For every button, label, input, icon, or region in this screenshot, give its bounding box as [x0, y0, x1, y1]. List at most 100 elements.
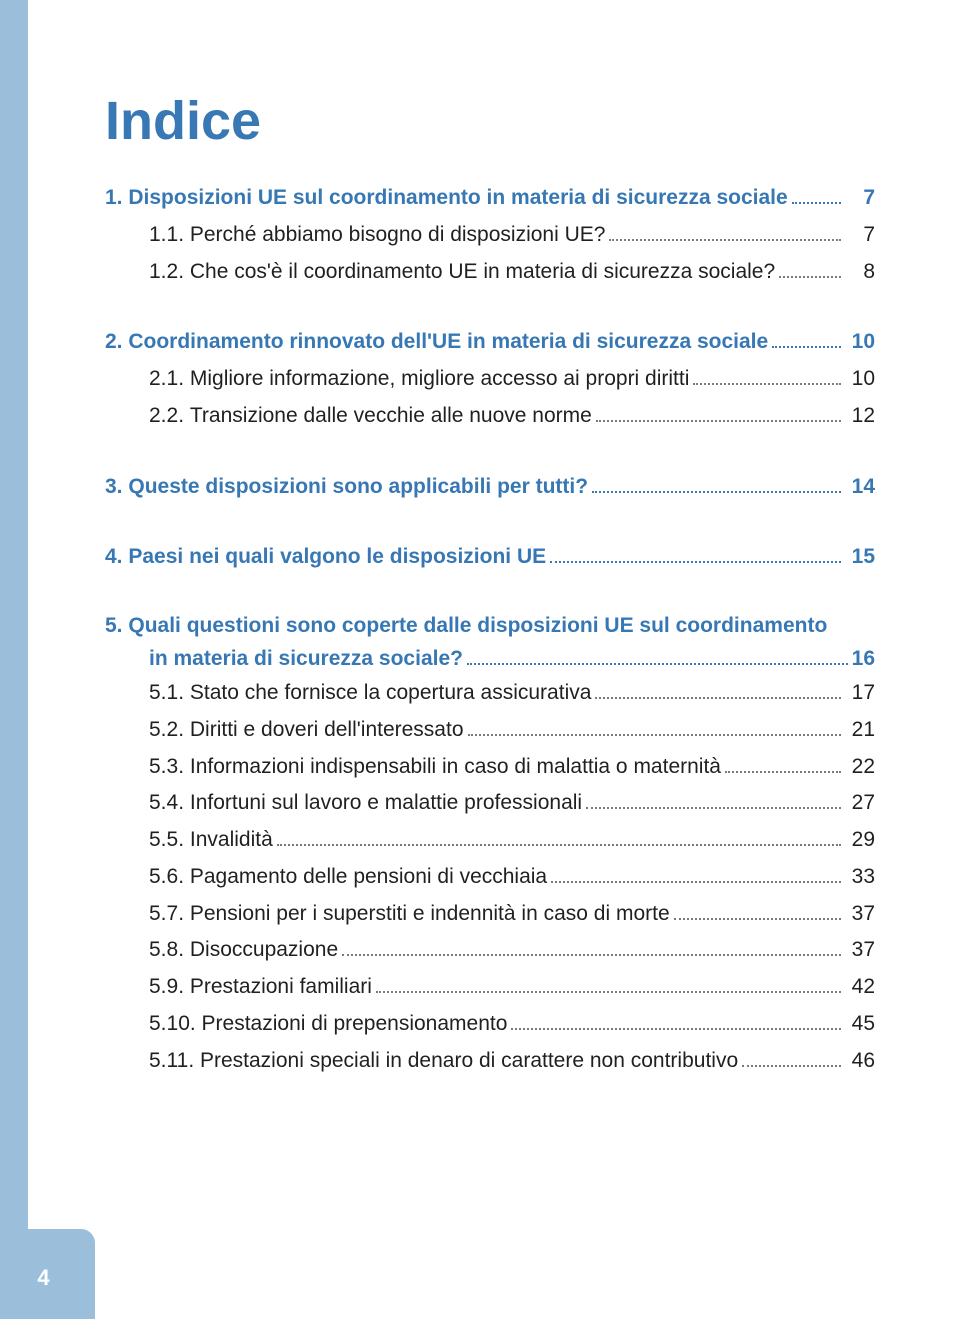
toc-item-page: 37: [845, 932, 875, 969]
toc-item-page: 45: [845, 1006, 875, 1043]
page-title: Indice: [105, 90, 875, 152]
toc-item-number: 5.11.: [149, 1043, 200, 1080]
toc-section: 3. Queste disposizioni sono applicabili …: [105, 469, 875, 506]
sidebar-stripe: [0, 0, 28, 1319]
toc-heading-row[interactable]: 3. Queste disposizioni sono applicabili …: [105, 469, 875, 506]
toc-item-row[interactable]: 2.1. Migliore informazione, migliore acc…: [105, 361, 875, 398]
toc-section: 5. Quali questioni sono coperte dalle di…: [105, 610, 875, 1079]
toc-item-row[interactable]: 5.10. Prestazioni di prepensionamento45: [105, 1006, 875, 1043]
toc-heading-row[interactable]: 5. Quali questioni sono coperte dalle di…: [105, 610, 875, 675]
toc-item-row[interactable]: 5.6. Pagamento delle pensioni di vecchia…: [105, 859, 875, 896]
toc-item-number: 5.7.: [149, 896, 190, 933]
toc-heading-label: Coordinamento rinnovato dell'UE in mater…: [128, 324, 768, 361]
toc-item-label: Stato che fornisce la copertura assicura…: [190, 675, 592, 712]
toc-item-label: Invalidità: [190, 822, 273, 859]
toc-item-number: 5.6.: [149, 859, 190, 896]
toc-item-label: Pagamento delle pensioni di vecchiaia: [190, 859, 547, 896]
toc-item-row[interactable]: 5.3. Informazioni indispensabili in caso…: [105, 749, 875, 786]
page-number-tab: 4: [0, 1229, 95, 1319]
toc-heading-number: 1.: [105, 180, 128, 217]
toc-item-page: 37: [845, 896, 875, 933]
toc-item-page: 27: [845, 785, 875, 822]
toc-leader-dots: [772, 329, 841, 348]
toc-heading-label: Disposizioni UE sul coordinamento in mat…: [128, 180, 787, 217]
toc-leader-dots: [596, 402, 841, 421]
toc-item-row[interactable]: 5.9. Prestazioni familiari42: [105, 969, 875, 1006]
toc-heading-number: 3.: [105, 469, 128, 506]
toc-leader-dots: [725, 753, 841, 772]
toc-item-label: Prestazioni speciali in denaro di caratt…: [200, 1043, 738, 1080]
toc-leader-dots: [693, 366, 841, 385]
toc-item-page: 21: [845, 712, 875, 749]
toc-item-number: 1.2.: [149, 254, 190, 291]
toc-item-page: 33: [845, 859, 875, 896]
toc-item-row[interactable]: 5.7. Pensioni per i superstiti e indenni…: [105, 896, 875, 933]
toc-leader-dots: [792, 185, 841, 204]
toc-leader-dots: [586, 790, 841, 809]
toc-leader-dots: [550, 544, 841, 563]
toc-leader-dots: [674, 900, 841, 919]
toc-heading-label-line2: in materia di sicurezza sociale?: [149, 643, 463, 676]
toc-section: 2. Coordinamento rinnovato dell'UE in ma…: [105, 324, 875, 434]
toc-leader-dots: [551, 864, 841, 883]
content-area: Indice 1. Disposizioni UE sul coordiname…: [105, 90, 875, 1113]
toc-section: 4. Paesi nei quali valgono le disposizio…: [105, 539, 875, 576]
toc-item-page: 22: [845, 749, 875, 786]
toc-item-label: Prestazioni di prepensionamento: [202, 1006, 508, 1043]
toc-item-page: 17: [845, 675, 875, 712]
toc-item-row[interactable]: 5.4. Infortuni sul lavoro e malattie pro…: [105, 785, 875, 822]
toc-item-number: 5.3.: [149, 749, 190, 786]
toc-leader-dots: [511, 1011, 841, 1030]
toc-item-number: 5.2.: [149, 712, 190, 749]
toc-item-label: Infortuni sul lavoro e malattie professi…: [190, 785, 582, 822]
toc-item-page: 8: [845, 254, 875, 291]
toc-leader-dots: [609, 221, 841, 240]
toc-leader-dots: [742, 1047, 841, 1066]
toc-heading-page: 7: [845, 180, 875, 217]
toc-heading-number: 2.: [105, 324, 128, 361]
table-of-contents: 1. Disposizioni UE sul coordinamento in …: [105, 180, 875, 1079]
toc-item-row[interactable]: 5.5. Invalidità29: [105, 822, 875, 859]
toc-item-page: 12: [845, 398, 875, 435]
toc-leader-dots: [468, 717, 841, 736]
toc-item-page: 42: [845, 969, 875, 1006]
toc-item-row[interactable]: 5.1. Stato che fornisce la copertura ass…: [105, 675, 875, 712]
toc-item-label: Che cos'è il coordinamento UE in materia…: [190, 254, 775, 291]
toc-item-label: Diritti e doveri dell'interessato: [190, 712, 464, 749]
toc-item-label: Migliore informazione, migliore accesso …: [190, 361, 690, 398]
toc-heading-row[interactable]: 1. Disposizioni UE sul coordinamento in …: [105, 180, 875, 217]
toc-leader-dots: [376, 974, 841, 993]
toc-item-page: 7: [845, 217, 875, 254]
toc-item-row[interactable]: 5.11. Prestazioni speciali in denaro di …: [105, 1043, 875, 1080]
toc-item-row[interactable]: 1.1. Perché abbiamo bisogno di disposizi…: [105, 217, 875, 254]
toc-item-row[interactable]: 2.2. Transizione dalle vecchie alle nuov…: [105, 398, 875, 435]
toc-item-page: 46: [845, 1043, 875, 1080]
toc-leader-dots: [467, 645, 848, 664]
toc-heading-page: 16: [852, 643, 875, 676]
toc-leader-dots: [779, 258, 841, 277]
toc-item-page: 10: [845, 361, 875, 398]
page-number: 4: [37, 1265, 49, 1291]
toc-item-row[interactable]: 1.2. Che cos'è il coordinamento UE in ma…: [105, 254, 875, 291]
toc-item-label: Perché abbiamo bisogno di disposizioni U…: [190, 217, 606, 254]
toc-item-label: Transizione dalle vecchie alle nuove nor…: [190, 398, 592, 435]
toc-heading-row[interactable]: 2. Coordinamento rinnovato dell'UE in ma…: [105, 324, 875, 361]
toc-heading-label-line1: 5. Quali questioni sono coperte dalle di…: [105, 610, 875, 643]
toc-item-row[interactable]: 5.8. Disoccupazione 37: [105, 932, 875, 969]
toc-item-number: 5.9.: [149, 969, 190, 1006]
toc-item-number: 5.5.: [149, 822, 190, 859]
toc-item-label: Pensioni per i superstiti e indennità in…: [190, 896, 670, 933]
toc-heading-row[interactable]: 4. Paesi nei quali valgono le disposizio…: [105, 539, 875, 576]
toc-section: 1. Disposizioni UE sul coordinamento in …: [105, 180, 875, 290]
toc-item-number: 5.8.: [149, 932, 190, 969]
toc-heading-number: 4.: [105, 539, 128, 576]
toc-item-number: 5.1.: [149, 675, 190, 712]
toc-item-number: 1.1.: [149, 217, 190, 254]
toc-leader-dots: [342, 937, 841, 956]
toc-item-label: Disoccupazione: [190, 932, 338, 969]
toc-leader-dots: [595, 680, 841, 699]
toc-item-label: Informazioni indispensabili in caso di m…: [190, 749, 721, 786]
toc-heading-page: 14: [845, 469, 875, 506]
toc-item-number: 2.2.: [149, 398, 190, 435]
toc-item-row[interactable]: 5.2. Diritti e doveri dell'interessato 21: [105, 712, 875, 749]
